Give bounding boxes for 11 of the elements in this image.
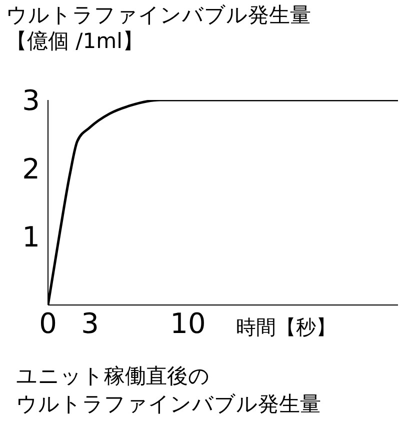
y-tick-label: 2 — [22, 152, 40, 186]
y-tick-label: 3 — [22, 84, 40, 117]
x-tick-label: 0 — [39, 306, 57, 340]
y-tick-label: 1 — [22, 220, 40, 254]
x-tick-label: 10 — [170, 306, 206, 340]
x-tick-label: 3 — [81, 306, 99, 340]
x-axis-title: 時間【秒】 — [236, 314, 336, 341]
y-axis-title: 【億個 /1ml】 — [6, 28, 144, 54]
chart-title: ウルトラファインバブル発生量 — [6, 2, 311, 28]
text: ウルトラファインバブル発生量 — [16, 391, 321, 418]
text: ユニット稼働直後の — [16, 363, 210, 390]
